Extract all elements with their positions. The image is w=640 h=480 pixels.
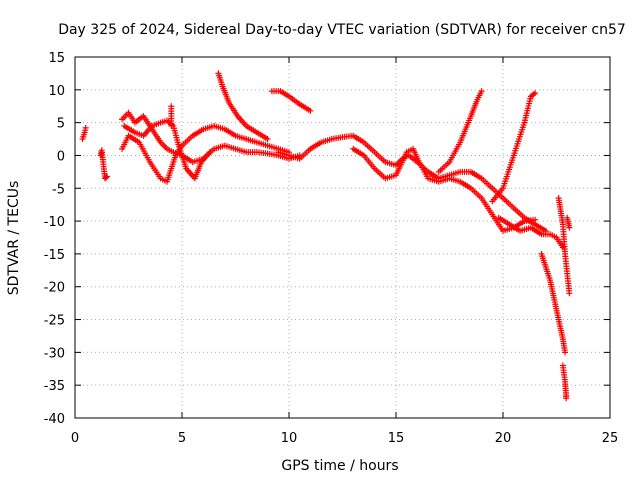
- data-marks: [79, 70, 573, 402]
- y-tick-label: -40: [44, 412, 65, 427]
- x-tick-label: 15: [388, 431, 405, 446]
- y-tick-label: -10: [44, 215, 65, 230]
- y-tick-label: -30: [44, 346, 65, 361]
- data-point: [532, 216, 539, 223]
- plot-frame: [74, 56, 611, 419]
- data-point: [82, 124, 89, 131]
- axis-ticks: -40 -35 -30 -25 -20 -15 -10 -5 0 5 10 15 0 5 10 15 20 25: [44, 51, 619, 446]
- x-tick-label: 25: [602, 431, 619, 446]
- y-tick-label: 0: [57, 149, 65, 164]
- y-tick-label: -35: [44, 379, 65, 394]
- data-point: [264, 136, 271, 143]
- y-tick-label: 10: [48, 84, 65, 99]
- x-tick-label: 5: [178, 431, 186, 446]
- data-point: [478, 88, 485, 95]
- y-axis-label: SDTVAR / TECUs: [6, 181, 22, 296]
- data-point: [307, 107, 314, 114]
- y-tick-label: 15: [48, 51, 65, 66]
- data-point: [566, 224, 573, 231]
- grid: [75, 57, 610, 418]
- y-tick-label: -15: [44, 248, 65, 263]
- data-point: [562, 349, 569, 356]
- data-point: [104, 173, 111, 180]
- y-tick-label: 5: [57, 117, 65, 132]
- y-tick-label: -5: [52, 182, 65, 197]
- x-tick-label: 20: [495, 431, 512, 446]
- x-tick-label: 10: [281, 431, 298, 446]
- data-point: [206, 149, 213, 156]
- data-point: [566, 290, 573, 297]
- data-point: [168, 122, 175, 129]
- data-point: [532, 90, 539, 97]
- x-axis-label: GPS time / hours: [281, 458, 398, 474]
- x-tick-label: 0: [71, 431, 79, 446]
- y-tick-label: -20: [44, 281, 65, 296]
- y-tick-label: -25: [44, 314, 65, 329]
- chart-title: Day 325 of 2024, Sidereal Day-to-day VTE…: [58, 22, 626, 38]
- data-point: [563, 395, 570, 402]
- data-point: [103, 174, 110, 181]
